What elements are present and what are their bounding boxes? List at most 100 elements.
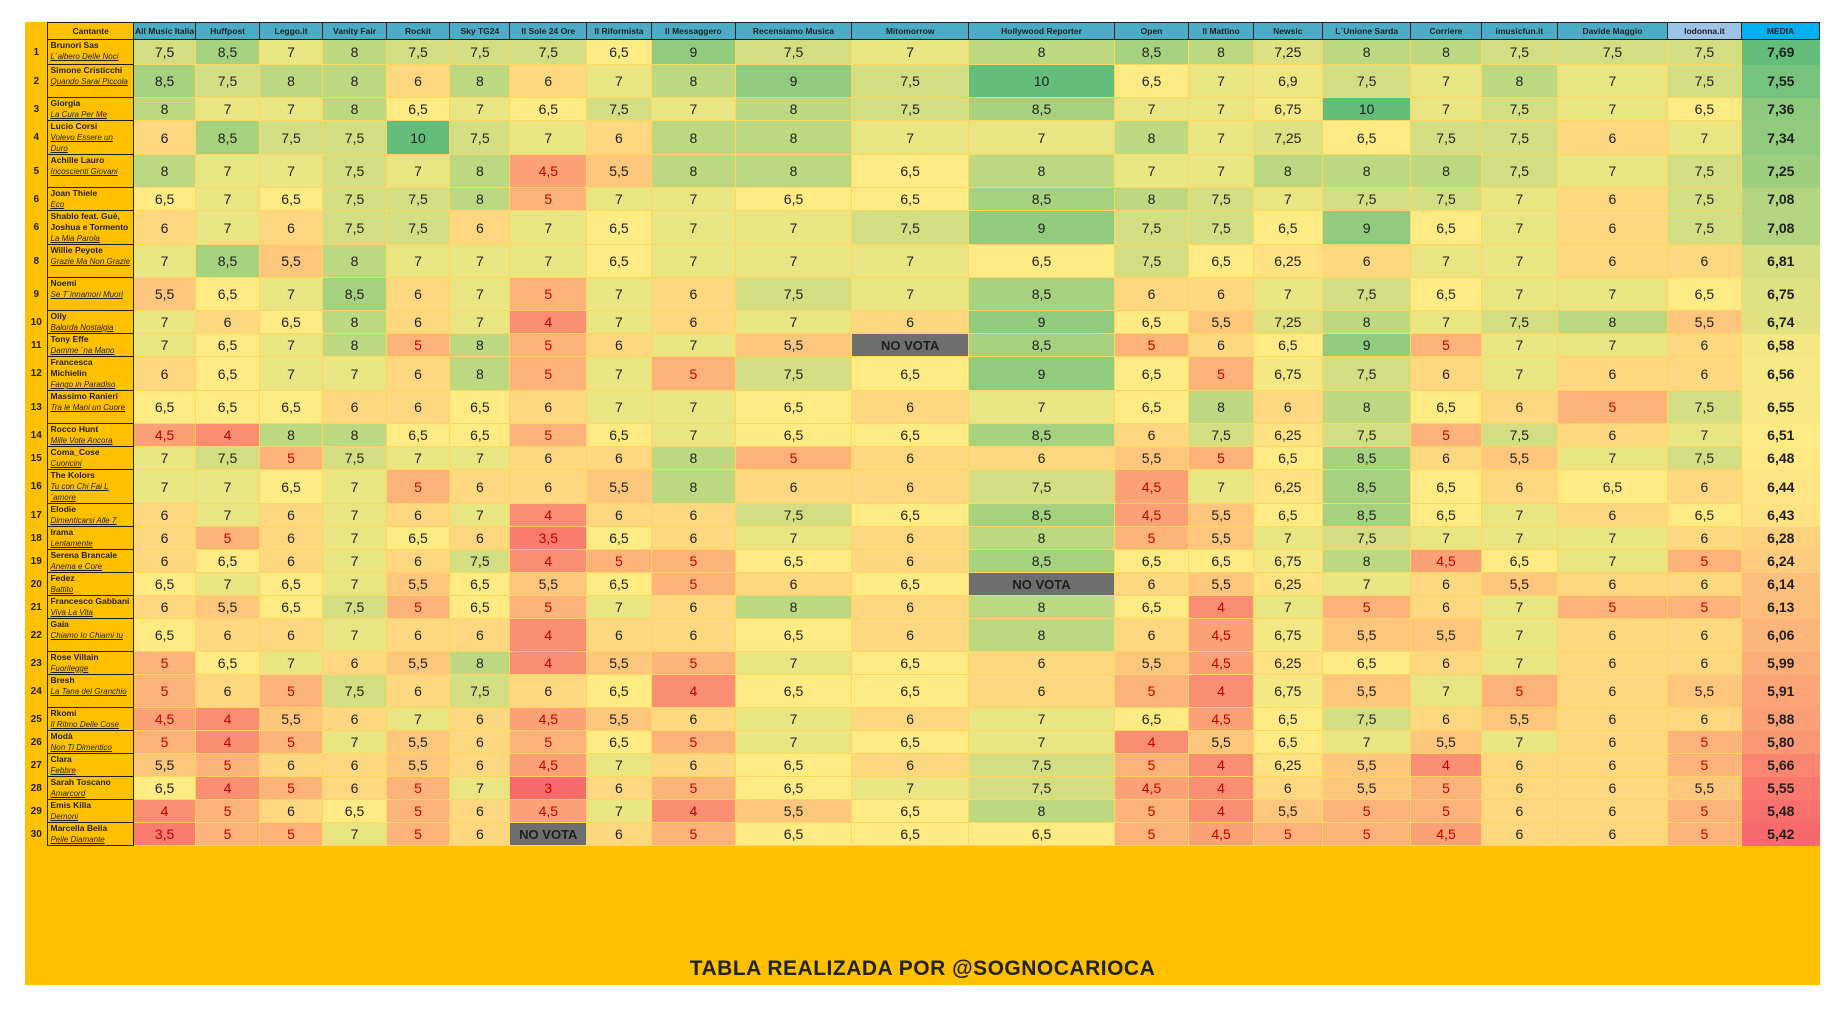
score-cell: 5,5 bbox=[1480, 446, 1559, 470]
score-cell: 6,5 bbox=[1188, 244, 1254, 278]
score-cell: 6 bbox=[509, 390, 588, 424]
score-cell: 6,25 bbox=[1252, 469, 1323, 504]
score-cell: 6 bbox=[385, 618, 451, 652]
score-cell: 4,5 bbox=[1188, 822, 1254, 846]
score-cell: 7,5 bbox=[851, 64, 970, 98]
rank-cell: 26 bbox=[25, 730, 48, 754]
score-cell: 5,5 bbox=[1321, 674, 1412, 708]
score-cell: 5 bbox=[650, 730, 737, 754]
score-cell: 5 bbox=[509, 333, 588, 357]
score-cell: 5 bbox=[586, 549, 652, 573]
score-cell: 8 bbox=[449, 356, 511, 391]
table-row: 1 Brunori Sas L´albero Delle Noci 7,5 8,5 7 8 7… bbox=[25, 39, 1820, 65]
song-title: Tra le Mani un Cuore bbox=[50, 403, 126, 412]
score-cell: 7,5 bbox=[1321, 187, 1412, 211]
score-cell: 7 bbox=[1321, 572, 1412, 596]
singer-name: Bresh bbox=[50, 675, 75, 686]
score-cell: 7 bbox=[1410, 97, 1482, 121]
score-cell: 8 bbox=[650, 446, 737, 470]
score-cell: 5 bbox=[650, 356, 737, 391]
score-cell: 7 bbox=[1480, 210, 1559, 245]
score-cell: 5,5 bbox=[1410, 730, 1482, 754]
singer-name: Marcella Bella bbox=[50, 823, 108, 834]
score-cell: 5 bbox=[650, 822, 737, 846]
score-cell: 6 bbox=[851, 707, 970, 731]
score-cell: 8,5 bbox=[968, 333, 1115, 357]
score-cell: 6,5 bbox=[851, 730, 970, 754]
score-cell: 6,5 bbox=[385, 526, 451, 550]
average-cell: 5,42 bbox=[1741, 822, 1820, 846]
score-cell: 6,5 bbox=[1252, 730, 1323, 754]
score-cell: 5 bbox=[735, 446, 853, 470]
score-cell: 8 bbox=[1557, 310, 1668, 334]
header-outlet: Il Sole 24 Ore bbox=[509, 22, 588, 40]
score-cell: 8,5 bbox=[1321, 503, 1412, 527]
score-cell: 6,75 bbox=[1252, 549, 1323, 573]
score-cell: 4,5 bbox=[132, 707, 197, 731]
score-cell: 5 bbox=[1188, 356, 1254, 391]
score-cell: 7 bbox=[132, 310, 197, 334]
score-cell: 6 bbox=[1113, 277, 1190, 311]
score-cell: 7 bbox=[1666, 120, 1743, 155]
singer-cell: Shablo feat. Guè, Joshua e Tormento La Mi… bbox=[47, 210, 134, 245]
score-cell: 7 bbox=[1480, 526, 1559, 550]
score-cell: 6 bbox=[851, 526, 970, 550]
header-outlet: Il Mattino bbox=[1188, 22, 1254, 40]
score-cell: 5,5 bbox=[132, 753, 197, 777]
score-cell: 6,5 bbox=[195, 549, 260, 573]
score-cell: 5,5 bbox=[385, 730, 451, 754]
score-cell: 6 bbox=[449, 526, 511, 550]
score-cell: 6,5 bbox=[968, 244, 1115, 278]
score-cell: 6,5 bbox=[1410, 503, 1482, 527]
singer-cell: Simone Cristicchi Quando Sarai Piccola bbox=[47, 64, 134, 98]
score-cell: 6,5 bbox=[586, 39, 652, 65]
score-cell: 6 bbox=[1666, 356, 1743, 391]
singer-name: Francesca Michielin bbox=[50, 357, 93, 379]
score-cell: 6 bbox=[195, 618, 260, 652]
score-cell: 7 bbox=[322, 526, 387, 550]
score-cell: 6 bbox=[258, 799, 324, 823]
score-cell: 4 bbox=[509, 503, 588, 527]
score-cell: 7,5 bbox=[1666, 154, 1743, 188]
singer-cell: The Kolors Tu con Chi Fai L´amore bbox=[47, 469, 134, 504]
score-cell: 7 bbox=[586, 595, 652, 619]
score-cell: 7 bbox=[735, 651, 853, 675]
score-cell: 4 bbox=[1188, 595, 1254, 619]
score-cell: 6 bbox=[385, 390, 451, 424]
singer-cell: Rocco Hunt Mille Vote Ancora bbox=[47, 423, 134, 447]
score-cell: 7 bbox=[1480, 595, 1559, 619]
score-cell: 6 bbox=[586, 333, 652, 357]
score-cell: 5 bbox=[1666, 549, 1743, 573]
song-title: Se T´innamori Muori bbox=[50, 290, 123, 299]
score-cell: 6 bbox=[132, 526, 197, 550]
score-cell: 8 bbox=[322, 423, 387, 447]
score-cell: 7 bbox=[1188, 97, 1254, 121]
score-cell: 7 bbox=[195, 469, 260, 504]
score-cell: 6 bbox=[195, 310, 260, 334]
score-cell: 6 bbox=[1480, 822, 1559, 846]
score-cell: 6,5 bbox=[132, 390, 197, 424]
score-cell: 5 bbox=[258, 674, 324, 708]
score-cell: 6 bbox=[509, 469, 588, 504]
score-cell: 7 bbox=[650, 97, 737, 121]
song-title: Mille Vote Ancora bbox=[50, 436, 113, 445]
score-cell: 8,5 bbox=[968, 423, 1115, 447]
singer-name: Emis Killa bbox=[50, 800, 92, 811]
table-row: 29 Emis Killa Demoni 4 5 6 6,5 5 6 4,5 7 4 5,5 6,5 8 5 4… bbox=[25, 799, 1820, 823]
rank-cell: 8 bbox=[25, 244, 48, 278]
score-cell: 8 bbox=[322, 310, 387, 334]
score-cell: 7 bbox=[258, 154, 324, 188]
score-cell: 8 bbox=[968, 39, 1115, 65]
singer-name: Achille Lauro bbox=[50, 155, 105, 166]
rank-cell: 3 bbox=[25, 97, 48, 121]
singer-cell: Francesca Michielin Fango in Paradiso bbox=[47, 356, 134, 391]
score-cell: 7 bbox=[735, 210, 853, 245]
score-cell: 6 bbox=[385, 310, 451, 334]
score-cell: 6,5 bbox=[258, 469, 324, 504]
header-outlet: Newsic bbox=[1252, 22, 1323, 40]
score-cell: 5,5 bbox=[1252, 799, 1323, 823]
score-cell: 5 bbox=[1321, 595, 1412, 619]
score-cell: 6 bbox=[258, 753, 324, 777]
score-cell: 6 bbox=[258, 503, 324, 527]
score-cell: 5 bbox=[509, 423, 588, 447]
